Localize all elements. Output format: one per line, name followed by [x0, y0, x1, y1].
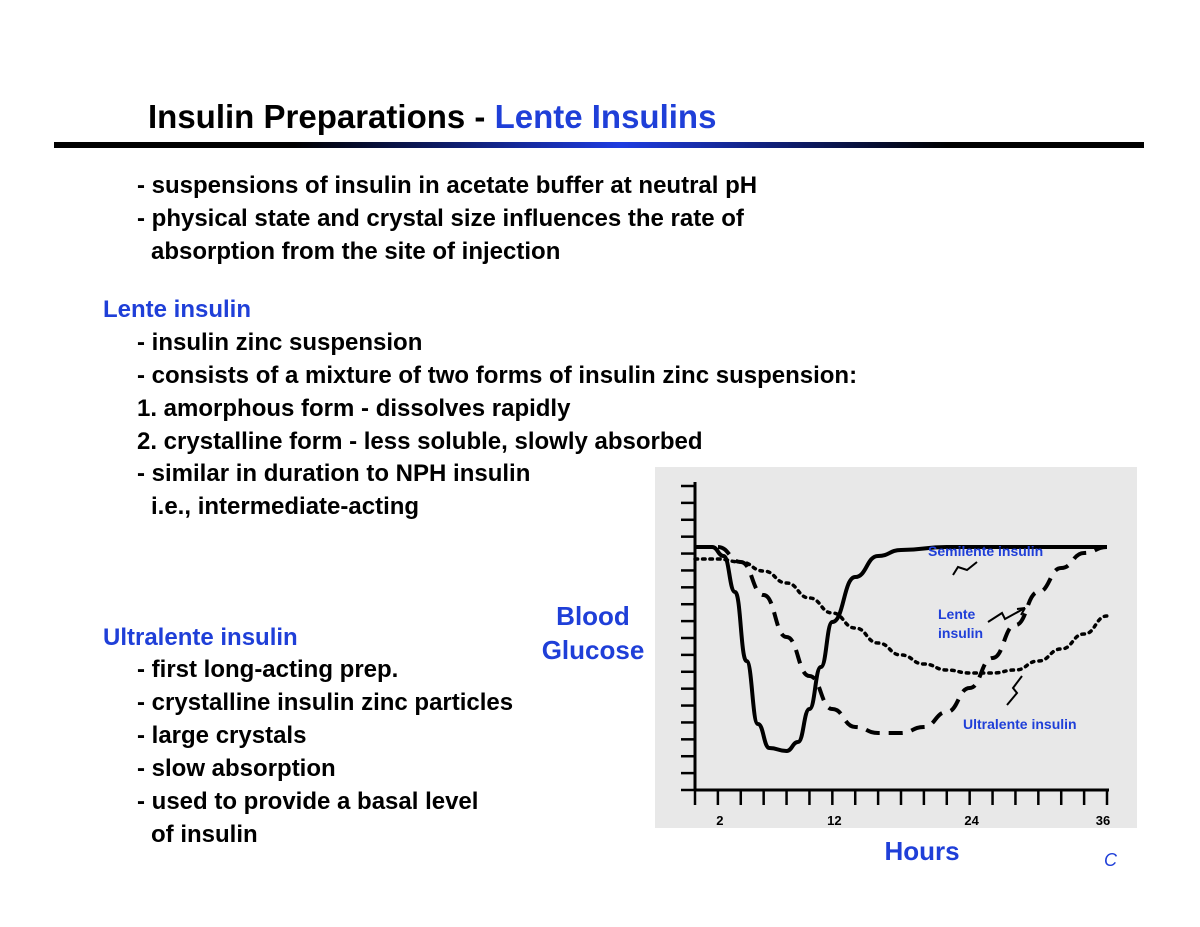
ultralente-line-1: - first long-acting prep. [137, 656, 399, 683]
series-label-ultralente: Ultralente insulin [963, 716, 1077, 732]
ultralente-line-6: of insulin [151, 821, 258, 848]
page-title: Insulin Preparations - Lente Insulins [148, 98, 716, 136]
lente-line-3: 1. amorphous form - dissolves rapidly [137, 395, 571, 422]
intro-line-1: - suspensions of insulin in acetate buff… [137, 172, 758, 199]
title-accent: Lente Insulins [494, 98, 717, 135]
glucose-chart-panel: 2 12 24 36 Semilente insulin Lente insulin Ult… [655, 467, 1137, 828]
title-divider [54, 142, 1144, 148]
ultralente-line-4: - slow absorption [137, 755, 336, 782]
series-label-lente-word-1: Lente [938, 606, 976, 622]
lente-line-5: - similar in duration to NPH insulin [137, 460, 531, 487]
glucose-chart: 2 12 24 36 Semilente insulin Lente insulin Ult… [681, 482, 1110, 828]
y-axis-label-line-1: Blood [556, 601, 630, 631]
series-line-lente-insulin [694, 545, 1108, 735]
x-tick-label: 24 [964, 813, 979, 828]
x-tick-label: 2 [716, 813, 723, 828]
x-axis-label: Hours [884, 836, 960, 866]
lente-line-6: i.e., intermediate-acting [151, 493, 420, 520]
lente-line-1: - insulin zinc suspension [137, 329, 423, 356]
x-tick-label: 36 [1096, 813, 1110, 828]
x-tick-label: 12 [827, 813, 841, 828]
ultralente-line-5: - used to provide a basal level [137, 788, 479, 815]
callout-arrow-ultralente [1006, 675, 1023, 706]
lente-heading: Lente insulin [103, 296, 252, 323]
lente-line-4: 2. crystalline form - less soluble, slow… [137, 428, 703, 455]
series-label-lente-word-2: insulin [938, 625, 983, 641]
footer-mark: C [1104, 850, 1117, 870]
chart-labels: Semilente insulin Lente insulin Ultralente … [928, 543, 1077, 732]
chart-axes: 2 12 24 36 [681, 482, 1110, 828]
intro-line-3: absorption from the site of injection [151, 238, 561, 265]
series-line-ultralente-insulin [693, 557, 1109, 675]
chart-series [693, 545, 1109, 754]
callout-arrow-lente [987, 607, 1026, 623]
callout-arrowhead-lente [1016, 607, 1026, 616]
ultralente-line-3: - large crystals [137, 722, 307, 749]
y-axis-label-line-2: Glucose [541, 635, 645, 665]
series-line-semilente-insulin [694, 545, 1107, 754]
lente-line-2: - consists of a mixture of two forms of … [137, 362, 858, 389]
callout-arrow-semilente [952, 561, 978, 576]
series-label-semilente: Semilente insulin [928, 543, 1043, 559]
title-prefix: Insulin Preparations - [148, 98, 495, 135]
ultralente-line-2: - crystalline insulin zinc particles [137, 689, 514, 716]
ultralente-heading: Ultralente insulin [103, 624, 298, 651]
intro-line-2: - physical state and crystal size influe… [137, 205, 744, 232]
